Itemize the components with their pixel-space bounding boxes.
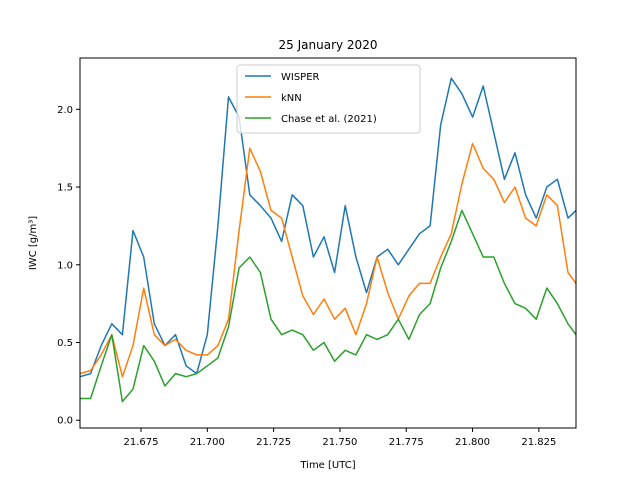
series-line-2 xyxy=(80,209,577,403)
x-tick-label: 21.800 xyxy=(455,437,490,448)
series-line-1 xyxy=(79,142,577,378)
x-tick-label: 21.775 xyxy=(389,437,424,448)
y-tick-label: 0.5 xyxy=(57,338,73,349)
plot-frame xyxy=(79,57,577,429)
x-axis-label: Time [UTC] xyxy=(299,460,355,471)
x-tick-label: 21.725 xyxy=(256,437,291,448)
y-tick-label: 1.0 xyxy=(57,260,73,271)
x-tick-label: 21.825 xyxy=(521,437,556,448)
plot-area xyxy=(79,77,577,403)
y-axis-label: IWC [g/m³] xyxy=(28,216,39,270)
x-tick-label: 21.750 xyxy=(322,437,357,448)
x-tick-label: 21.675 xyxy=(124,437,159,448)
legend-label: WISPER xyxy=(281,72,320,83)
legend: WISPER kNN Chase et al. (2021) xyxy=(236,64,421,134)
y-tick-label: 0.0 xyxy=(57,416,73,427)
legend-label: kNN xyxy=(281,93,302,104)
x-tick-label: 21.700 xyxy=(190,437,225,448)
y-axis: 0.0 0.5 1.0 1.5 2.0 xyxy=(57,105,80,427)
chart-title: 25 January 2020 xyxy=(279,38,378,52)
legend-label: Chase et al. (2021) xyxy=(281,114,377,125)
series-line-0 xyxy=(79,77,577,378)
x-axis: 21.675 21.700 21.725 21.750 21.775 21.800 21.8… xyxy=(124,428,556,448)
legend-box xyxy=(236,64,421,134)
y-tick-label: 1.5 xyxy=(57,183,73,194)
y-tick-label: 2.0 xyxy=(57,105,73,116)
